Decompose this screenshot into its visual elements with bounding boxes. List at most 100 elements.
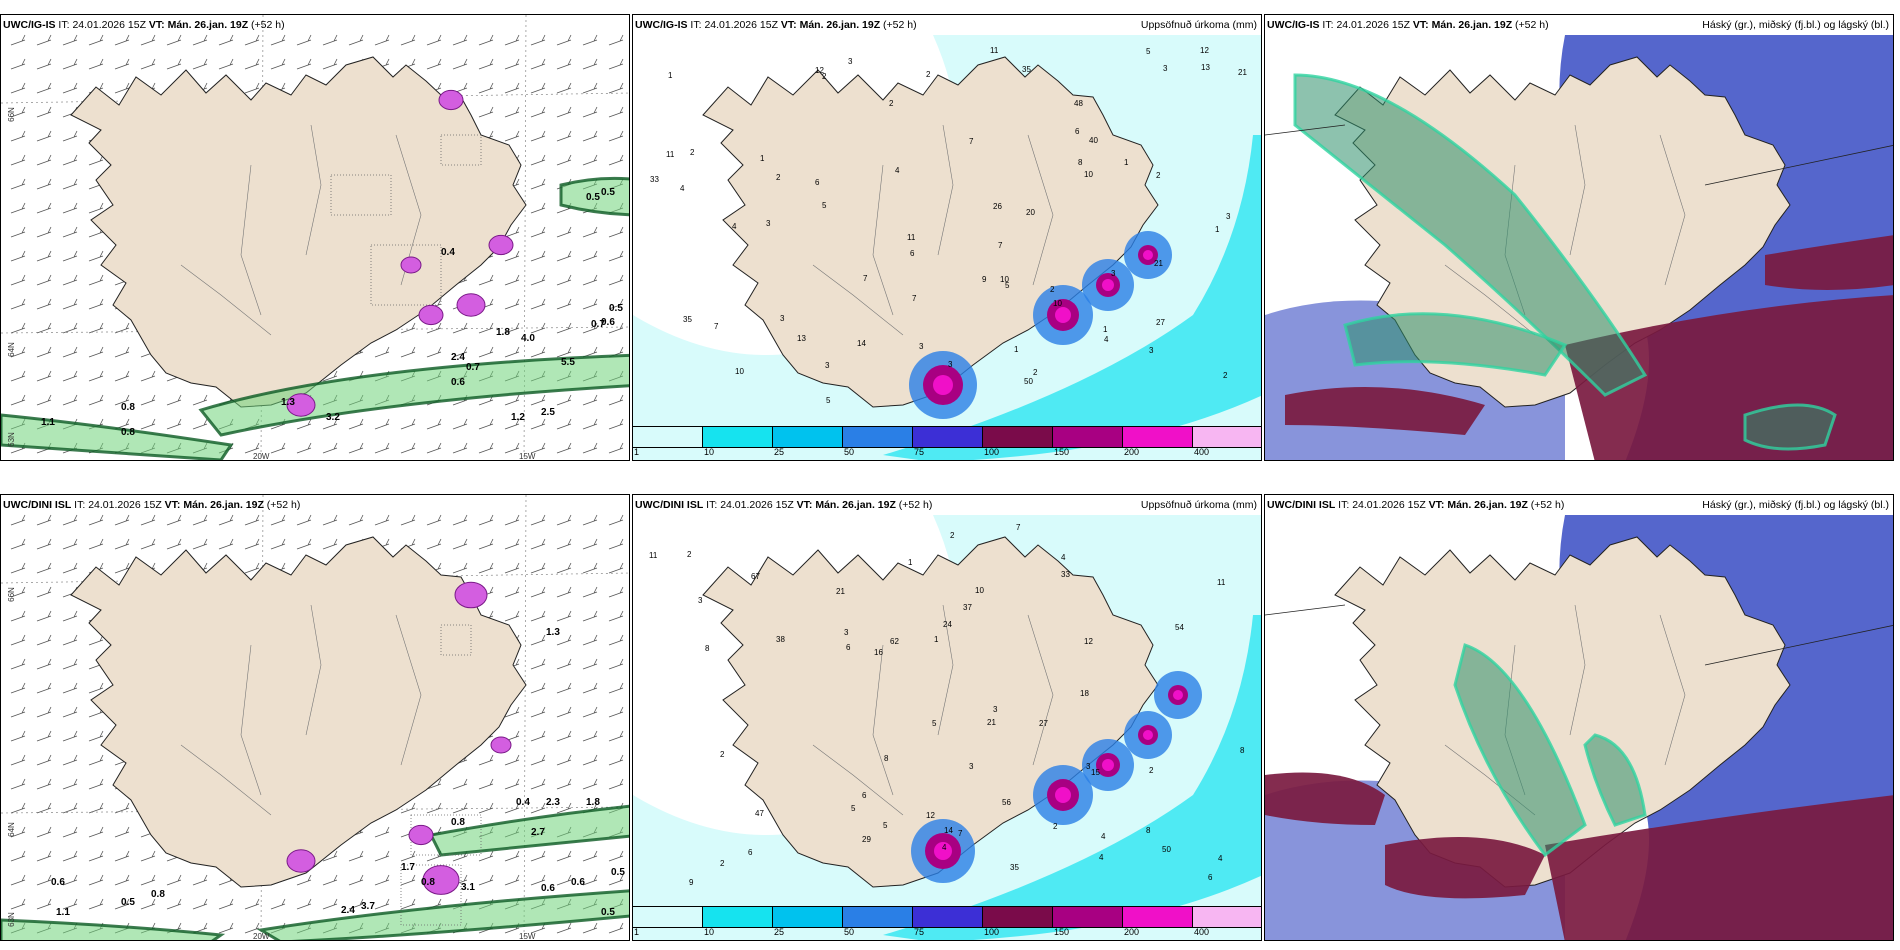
precip-value-label: 2 (1050, 285, 1055, 294)
wind-barb (530, 754, 546, 766)
wind-barb (244, 442, 260, 454)
precip-core-pink (1102, 759, 1114, 771)
wind-barb (426, 34, 442, 46)
wind-barb (556, 226, 572, 238)
wind-barb (556, 778, 572, 790)
wind-barb (10, 394, 26, 406)
wind-barb (62, 538, 78, 550)
wind-barb (10, 850, 26, 862)
wind-barb (36, 130, 52, 142)
wind-barb (348, 850, 364, 862)
wind-barb (478, 562, 494, 574)
wind-barb (296, 34, 312, 46)
wind-barb (582, 130, 598, 142)
wind-barb (530, 658, 546, 670)
wind-barb (348, 418, 364, 430)
convective-cell (488, 234, 514, 256)
precip-value-label: 35 (1022, 65, 1031, 74)
wind-barb (322, 514, 338, 526)
wind-barb (322, 58, 338, 70)
panel-header: UWC/DINI ISL IT: 24.01.2026 15Z VT: Mán.… (3, 499, 301, 511)
wind-barb (322, 874, 338, 886)
wind-barb (556, 634, 572, 646)
precip-value-label: 5 (822, 201, 827, 210)
wind-barb (10, 706, 26, 718)
wind-barb (530, 130, 546, 142)
wind-value-label: 3.2 (326, 412, 340, 423)
wind-barb (114, 562, 130, 574)
wind-barb (140, 370, 156, 382)
wind-barb (374, 514, 390, 526)
wind-barb (36, 610, 52, 622)
wind-barb (10, 610, 26, 622)
legend-tick-label: 10 (704, 927, 715, 937)
wind-barb (62, 634, 78, 646)
wind-barb (36, 58, 52, 70)
precip-value-label: 3 (780, 314, 785, 323)
high-cloud-region (1345, 313, 1565, 375)
legend-tick-label: 10 (704, 447, 715, 457)
lon-label-20w: 20W (253, 932, 270, 941)
precip-band-core (1, 413, 234, 460)
precip-value-label: 7 (1016, 523, 1021, 532)
wind-barb (374, 874, 390, 886)
wind-barb (10, 826, 26, 838)
legend-tick-label: 75 (914, 447, 925, 457)
precip-value-label: 8 (1240, 746, 1245, 755)
map-canvas (1265, 15, 1893, 460)
wind-barb (478, 514, 494, 526)
wind-barb (556, 442, 572, 454)
wind-barb (166, 874, 182, 886)
low-cloud-region (1285, 387, 1485, 435)
wind-barb (192, 898, 208, 910)
wind-barb (166, 514, 182, 526)
wind-barb (400, 850, 416, 862)
wind-barb (426, 442, 442, 454)
wind-barb (556, 610, 572, 622)
wind-barb (478, 82, 494, 94)
convective-cell (408, 824, 434, 846)
wind-barb (582, 514, 598, 526)
wind-barb (10, 562, 26, 574)
wind-barb (478, 346, 494, 358)
wind-value-label: 1.3 (546, 627, 560, 638)
wind-value-label: 2.3 (546, 797, 560, 808)
precip-value-label: 8 (1146, 826, 1151, 835)
high-cloud-edge (1293, 73, 1648, 397)
wind-barb (10, 802, 26, 814)
precip-value-label: 3 (1149, 346, 1154, 355)
wind-barb (36, 658, 52, 670)
wind-value-label: 1.2 (511, 412, 525, 423)
precip-value-label: 27 (1156, 318, 1165, 327)
precip-value-label: 13 (797, 334, 806, 343)
wind-barb (452, 562, 468, 574)
wind-barb (10, 82, 26, 94)
wind-barb (36, 274, 52, 286)
precip-value-label: 6 (846, 643, 851, 652)
precip-value-label: 16 (874, 648, 883, 657)
wind-barb (10, 298, 26, 310)
wind-barb (348, 442, 364, 454)
snow-hatch-area (330, 174, 392, 216)
wind-barb (36, 178, 52, 190)
legend-tick-label: 400 (1194, 927, 1210, 937)
wind-value-label: 1.8 (496, 327, 510, 338)
wind-barb (504, 562, 520, 574)
wind-barb (530, 346, 546, 358)
river-lines (1444, 124, 1686, 336)
legend-tick-label: 1 (634, 927, 640, 937)
wind-value-label: 0.6 (541, 883, 555, 894)
precip-legend: 1 10 25 50 75 100 150 200 400 (633, 426, 1261, 460)
wind-barb (530, 802, 546, 814)
wind-barb (556, 754, 572, 766)
wind-value-label: 0.4 (516, 797, 530, 808)
wind-barb (192, 514, 208, 526)
precip-value-label: 7 (912, 294, 917, 303)
snow-hatch-area (440, 624, 472, 656)
precip-value-label: 15 (1091, 768, 1100, 777)
wind-barb (140, 394, 156, 406)
precip-value-label: 33 (1061, 570, 1070, 579)
wind-barb (296, 58, 312, 70)
wind-value-label: 0.5 (601, 187, 615, 198)
wind-barb (114, 322, 130, 334)
